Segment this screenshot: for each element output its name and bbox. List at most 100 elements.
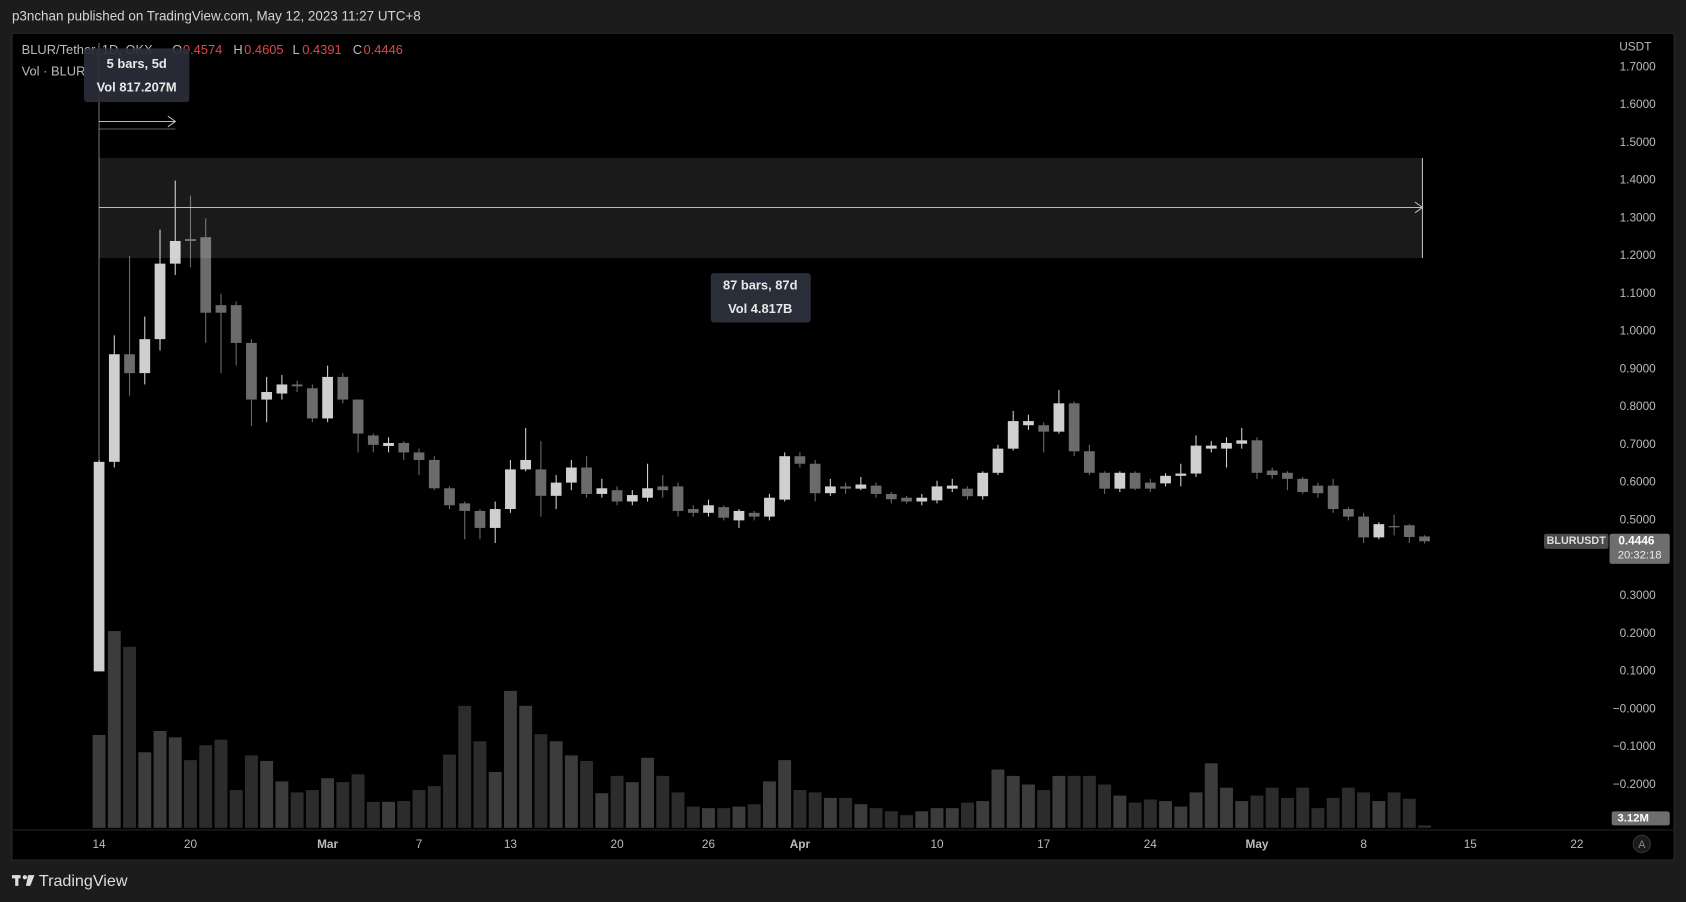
volume-bar bbox=[900, 815, 914, 828]
ohlc-value: 0.4446 bbox=[364, 42, 403, 57]
volume-bar bbox=[1082, 775, 1096, 828]
candle-body bbox=[1099, 472, 1110, 489]
volume-bar bbox=[260, 760, 274, 828]
price-tag-value: 0.4446 bbox=[1618, 533, 1655, 547]
footer-logo bbox=[11, 875, 35, 886]
ohlc-key: C bbox=[353, 42, 362, 57]
volume-bar bbox=[793, 790, 807, 828]
price-tag bbox=[1609, 533, 1670, 564]
candle-body bbox=[1205, 445, 1217, 449]
candle-body bbox=[367, 435, 379, 445]
price-tag-symbol-text: BLURUSDT bbox=[1547, 535, 1607, 547]
volume-bar bbox=[184, 760, 197, 828]
volume-bar bbox=[549, 741, 563, 828]
y-tick-label: 1.5000 bbox=[1620, 135, 1657, 149]
candle-body bbox=[230, 305, 242, 343]
candle-body bbox=[520, 459, 532, 470]
candle-body bbox=[611, 490, 623, 502]
volume-bar bbox=[214, 739, 228, 828]
candle-body bbox=[1190, 445, 1202, 474]
candle-body bbox=[1312, 485, 1324, 494]
candle-body bbox=[352, 399, 364, 434]
candle-body bbox=[428, 459, 440, 489]
volume-bar bbox=[229, 790, 243, 828]
y-tick-label: 1.4000 bbox=[1620, 173, 1657, 187]
volume-bar bbox=[1280, 797, 1294, 828]
x-tick-label: 10 bbox=[930, 837, 944, 851]
y-tick-label: 1.6000 bbox=[1620, 97, 1657, 111]
volume-bar bbox=[1326, 797, 1340, 828]
x-tick-label: 26 bbox=[702, 837, 716, 851]
auto-scale-label[interactable]: A bbox=[1638, 839, 1646, 851]
candle-body bbox=[1175, 473, 1187, 476]
candle-body bbox=[1419, 536, 1430, 542]
candle-body bbox=[748, 512, 760, 517]
volume-bar bbox=[610, 775, 624, 828]
candle-body bbox=[550, 482, 562, 496]
volume-bar bbox=[1143, 799, 1157, 828]
volume-bar bbox=[519, 705, 533, 828]
candle-body bbox=[687, 509, 699, 513]
volume-bar bbox=[595, 793, 609, 828]
candle-body bbox=[246, 342, 257, 400]
volume-bar bbox=[1372, 801, 1386, 828]
candle-body bbox=[489, 509, 501, 528]
candle-body bbox=[261, 392, 273, 400]
volume-legend: Vol · BLUR bbox=[22, 63, 86, 78]
y-tick-label: 1.2000 bbox=[1620, 248, 1657, 262]
candle-body bbox=[474, 510, 486, 528]
candle-body bbox=[1084, 451, 1095, 473]
tooltip-label: 87 bars, 87d bbox=[723, 277, 798, 292]
candle-body bbox=[718, 507, 730, 518]
volume-bar bbox=[199, 745, 213, 828]
y-tick-label: −0.1000 bbox=[1613, 739, 1656, 753]
chart-panel bbox=[11, 32, 1675, 861]
footer: TradingView bbox=[39, 872, 128, 890]
volume-bar bbox=[915, 811, 929, 828]
candle-body bbox=[1038, 425, 1050, 432]
candle-body bbox=[1266, 470, 1278, 476]
candle-body bbox=[779, 456, 791, 500]
volume-bar bbox=[1113, 795, 1127, 828]
candle-body bbox=[1023, 421, 1034, 426]
candle-body bbox=[1251, 440, 1263, 473]
volume-bar bbox=[1402, 798, 1416, 828]
volume-bar bbox=[382, 801, 395, 828]
volume-bar bbox=[153, 731, 167, 828]
plot-area bbox=[92, 180, 1432, 828]
candle-body bbox=[1007, 421, 1019, 449]
volume-tag-value: 3.12M bbox=[1618, 812, 1649, 824]
x-tick-label: Mar bbox=[317, 837, 338, 851]
volume-bar bbox=[884, 811, 898, 828]
tooltip-volume: Vol 4.817B bbox=[728, 301, 792, 316]
candle-body bbox=[626, 495, 638, 502]
tooltip-label: 5 bars, 5d bbox=[107, 56, 167, 71]
volume-bar bbox=[778, 760, 792, 828]
volume-bar bbox=[1204, 763, 1218, 828]
volume-bar bbox=[123, 646, 136, 828]
auto-scale-button[interactable] bbox=[1632, 834, 1651, 854]
volume-bar bbox=[1052, 775, 1066, 828]
candle-body bbox=[413, 452, 425, 460]
candle-body bbox=[1221, 442, 1232, 449]
candle-body bbox=[1297, 478, 1309, 493]
volume-bar bbox=[275, 781, 289, 828]
volume-bar bbox=[397, 801, 411, 828]
volume-bar bbox=[138, 752, 152, 828]
y-tick-label: 0.2000 bbox=[1620, 626, 1657, 640]
y-tick-label: 0.1000 bbox=[1620, 664, 1657, 678]
volume-bar bbox=[107, 631, 121, 828]
candle-body bbox=[764, 497, 775, 517]
candle-body bbox=[185, 239, 196, 241]
x-tick-label: Apr bbox=[790, 837, 811, 851]
y-tick-label: 0.5000 bbox=[1620, 512, 1657, 526]
volume-bar bbox=[1341, 787, 1355, 828]
candle-body bbox=[1388, 526, 1400, 528]
y-tick-label: −0.0000 bbox=[1613, 701, 1656, 715]
volume-bar bbox=[427, 786, 441, 828]
candle-body bbox=[1068, 403, 1080, 452]
candle-body bbox=[1327, 485, 1339, 510]
volume-bar bbox=[503, 690, 517, 828]
